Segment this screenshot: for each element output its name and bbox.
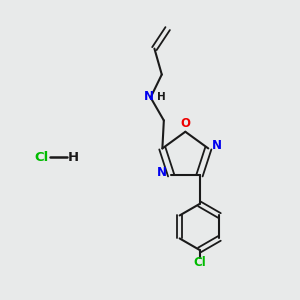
Text: Cl: Cl: [34, 151, 48, 164]
Text: O: O: [180, 117, 190, 130]
Text: N: N: [212, 139, 222, 152]
Text: H: H: [158, 92, 166, 102]
Text: H: H: [67, 151, 78, 164]
Text: N: N: [157, 166, 167, 179]
Text: N: N: [144, 90, 154, 103]
Text: Cl: Cl: [193, 256, 206, 269]
